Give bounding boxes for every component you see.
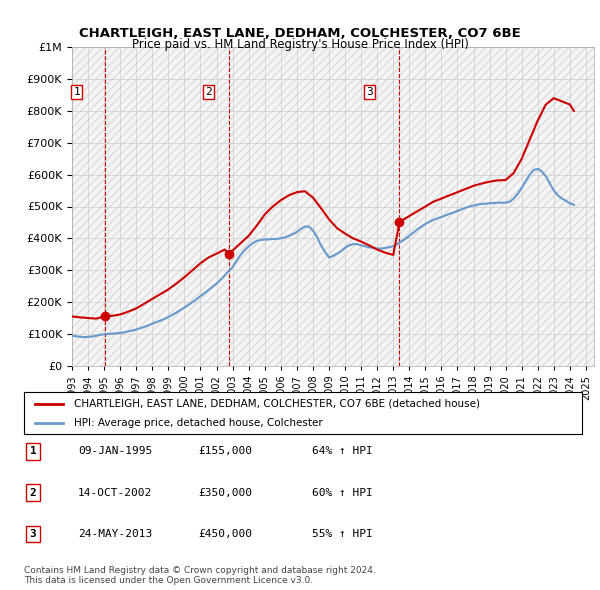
Text: HPI: Average price, detached house, Colchester: HPI: Average price, detached house, Colc… (74, 418, 323, 428)
Text: 14-OCT-2002: 14-OCT-2002 (78, 488, 152, 497)
Text: £350,000: £350,000 (198, 488, 252, 497)
Text: Contains HM Land Registry data © Crown copyright and database right 2024.: Contains HM Land Registry data © Crown c… (24, 566, 376, 575)
Text: 64% ↑ HPI: 64% ↑ HPI (312, 447, 373, 456)
Text: 55% ↑ HPI: 55% ↑ HPI (312, 529, 373, 539)
Text: 60% ↑ HPI: 60% ↑ HPI (312, 488, 373, 497)
Text: £450,000: £450,000 (198, 529, 252, 539)
Text: This data is licensed under the Open Government Licence v3.0.: This data is licensed under the Open Gov… (24, 576, 313, 585)
Text: 1: 1 (29, 447, 37, 456)
Text: 24-MAY-2013: 24-MAY-2013 (78, 529, 152, 539)
Text: 3: 3 (366, 87, 373, 97)
Text: 1: 1 (73, 87, 80, 97)
Text: 09-JAN-1995: 09-JAN-1995 (78, 447, 152, 456)
Text: CHARTLEIGH, EAST LANE, DEDHAM, COLCHESTER, CO7 6BE: CHARTLEIGH, EAST LANE, DEDHAM, COLCHESTE… (79, 27, 521, 40)
Text: CHARTLEIGH, EAST LANE, DEDHAM, COLCHESTER, CO7 6BE (detached house): CHARTLEIGH, EAST LANE, DEDHAM, COLCHESTE… (74, 399, 480, 409)
Text: 3: 3 (29, 529, 37, 539)
Text: £155,000: £155,000 (198, 447, 252, 456)
Text: 2: 2 (205, 87, 212, 97)
Text: Price paid vs. HM Land Registry's House Price Index (HPI): Price paid vs. HM Land Registry's House … (131, 38, 469, 51)
Text: 2: 2 (29, 488, 37, 497)
